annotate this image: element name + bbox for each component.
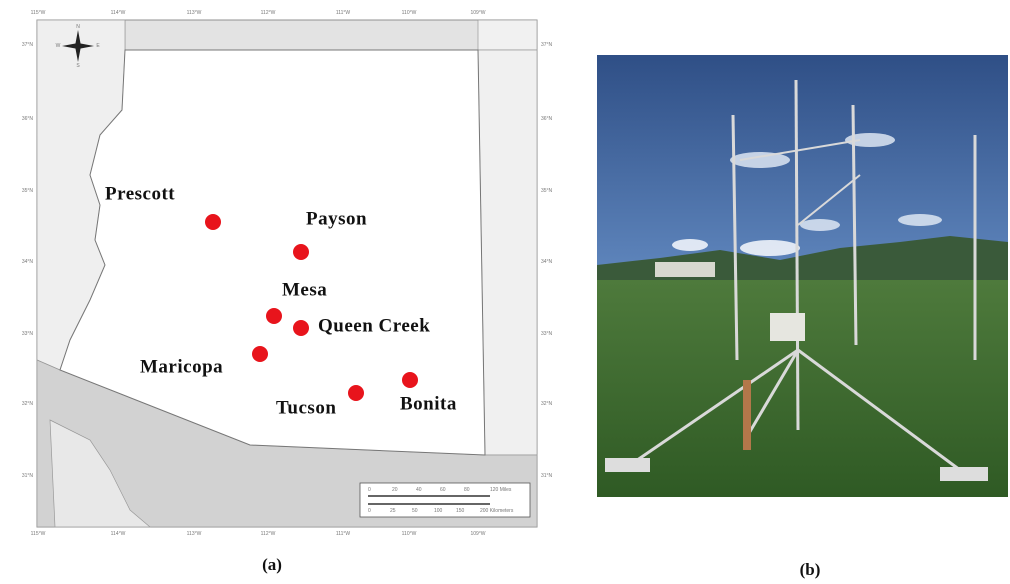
scale-label: 120 Miles	[490, 487, 512, 493]
graticule-label: 37°N	[541, 42, 553, 48]
neighbor-state	[478, 50, 537, 455]
scale-label: 40	[416, 487, 422, 493]
graticule-label: 111°W	[336, 10, 351, 16]
graticule-label: 110°W	[402, 531, 417, 537]
graticule-label: 115°W	[31, 531, 46, 537]
photo-plate	[605, 458, 650, 472]
city-label: Prescott	[105, 183, 175, 204]
graticule-label: 114°W	[111, 10, 126, 16]
compass-letter: N	[76, 24, 80, 30]
city-label: Bonita	[400, 393, 457, 414]
graticule-label: 37°N	[22, 42, 34, 48]
graticule-label: 34°N	[541, 259, 553, 265]
graticule-label: 35°N	[541, 188, 553, 194]
graticule-label: 35°N	[22, 188, 34, 194]
city-label: Tucson	[276, 397, 336, 418]
photo-plate	[940, 467, 988, 481]
graticule-label: 33°N	[541, 331, 553, 337]
city-dot	[205, 214, 221, 230]
graticule-label: 115°W	[31, 10, 46, 16]
graticule-label: 31°N	[22, 473, 34, 479]
graticule-label: 109°W	[470, 10, 485, 16]
photo-building	[655, 262, 715, 277]
city-dot	[348, 385, 364, 401]
city-label: Maricopa	[140, 356, 223, 377]
city-dot	[293, 320, 309, 336]
scale-label: 20	[392, 487, 398, 493]
scale-label: 150	[456, 508, 465, 514]
photo-post	[743, 380, 751, 450]
compass-letter: W	[56, 43, 61, 49]
city-label: Mesa	[282, 279, 327, 300]
graticule-label: 113°W	[187, 10, 202, 16]
scale-label: 0	[368, 508, 371, 514]
scale-label: 0	[368, 487, 371, 493]
photo-enclosure	[770, 313, 805, 341]
city-dot	[252, 346, 268, 362]
panel-label: (a)	[262, 555, 282, 574]
scale-label: 60	[440, 487, 446, 493]
scale-label: 200 Kilometers	[480, 508, 514, 514]
graticule-label: 112°W	[261, 531, 276, 537]
city-dot	[402, 372, 418, 388]
graticule-label: 36°N	[541, 116, 553, 122]
graticule-label: 111°W	[336, 531, 351, 537]
scale-label: 25	[390, 508, 396, 514]
map	[37, 20, 537, 527]
photo-field	[597, 280, 1008, 497]
graticule-label: 32°N	[541, 401, 553, 407]
city-label: Payson	[306, 208, 367, 229]
photo	[597, 55, 1008, 497]
graticule-label: 33°N	[22, 331, 34, 337]
graticule-label: 114°W	[111, 531, 126, 537]
graticule-label: 32°N	[22, 401, 34, 407]
scale-label: 100	[434, 508, 443, 514]
graticule-label: 109°W	[470, 531, 485, 537]
graticule-label: 34°N	[22, 259, 34, 265]
graticule-label: 112°W	[261, 10, 276, 16]
graticule-label: 113°W	[187, 531, 202, 537]
graticule-label: 110°W	[402, 10, 417, 16]
graticule-label: 31°N	[541, 473, 553, 479]
city-dot	[266, 308, 282, 324]
city-label: Queen Creek	[318, 315, 430, 336]
panel-label: (b)	[800, 560, 821, 579]
graticule-label: 36°N	[22, 116, 34, 122]
scale-label: 80	[464, 487, 470, 493]
figure: (a) (b) Prescott Payson Mesa Queen Creek Mar…	[0, 0, 1010, 584]
city-dot	[293, 244, 309, 260]
scale-label: 50	[412, 508, 418, 514]
